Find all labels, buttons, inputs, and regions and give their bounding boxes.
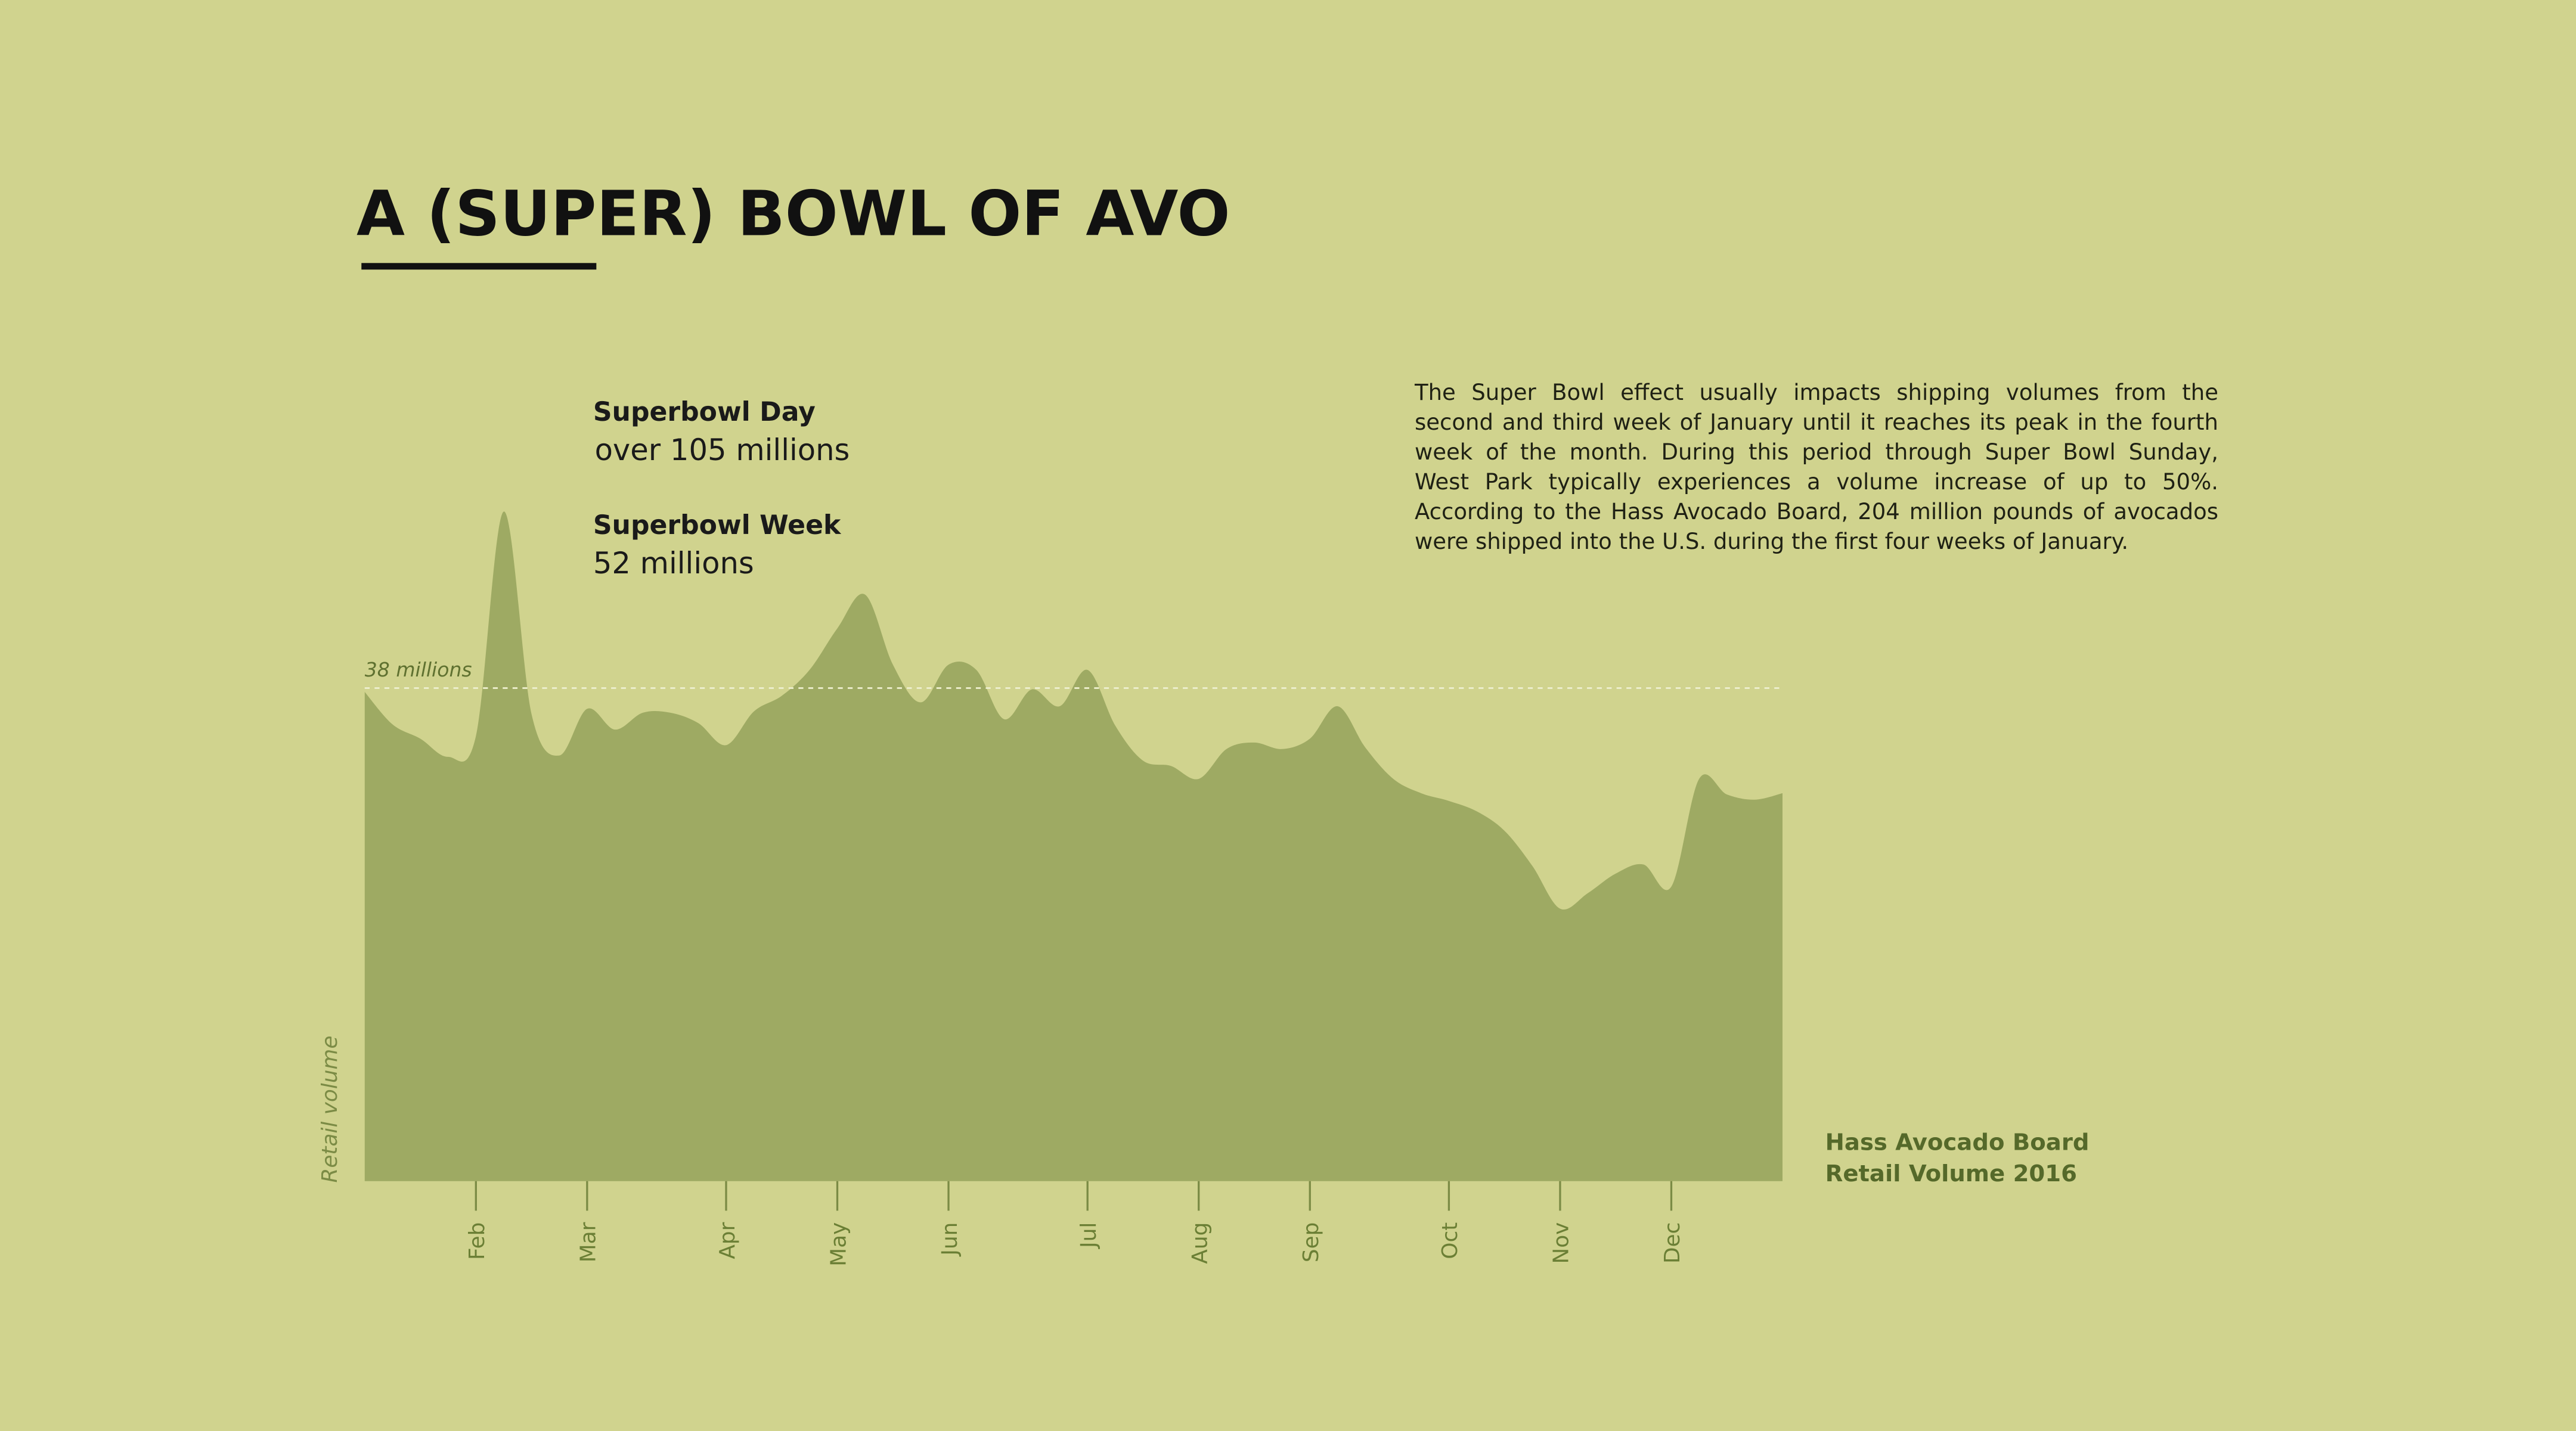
annotation-text: 52 millions bbox=[593, 546, 754, 581]
x-tick-label: Aug bbox=[1188, 1222, 1212, 1264]
x-tick-label: Dec bbox=[1660, 1222, 1685, 1264]
source: Hass Avocado Board bbox=[1825, 1129, 2090, 1156]
x-tick-label: Mar bbox=[576, 1222, 601, 1262]
annotation-title: Superbowl Week bbox=[593, 510, 842, 541]
title-underline bbox=[361, 263, 597, 270]
source: Retail Volume 2016 bbox=[1825, 1160, 2077, 1187]
annotation-text: over 105 millions bbox=[595, 433, 850, 467]
description: The Super Bowl effect usually impacts sh… bbox=[1415, 380, 2218, 554]
annotation-title: Superbowl Day bbox=[593, 397, 816, 427]
reference-label: 38 millions bbox=[365, 658, 472, 681]
x-tick-label: Feb bbox=[465, 1222, 489, 1260]
x-tick-label: Oct bbox=[1438, 1222, 1462, 1259]
x-tick-label: Sep bbox=[1299, 1222, 1323, 1263]
area bbox=[364, 511, 1783, 1181]
chart-title: A (SUPER) BOWL OF AVO bbox=[357, 177, 1230, 250]
x-tick-label: Jul bbox=[1077, 1222, 1101, 1249]
x-tick-label: May bbox=[826, 1222, 851, 1267]
x-tick-label: Apr bbox=[715, 1222, 740, 1259]
x-tick-label: Jun bbox=[938, 1222, 962, 1257]
y-axis-label: Retail volume bbox=[318, 1036, 342, 1183]
x-tick-label: Nov bbox=[1549, 1222, 1574, 1264]
